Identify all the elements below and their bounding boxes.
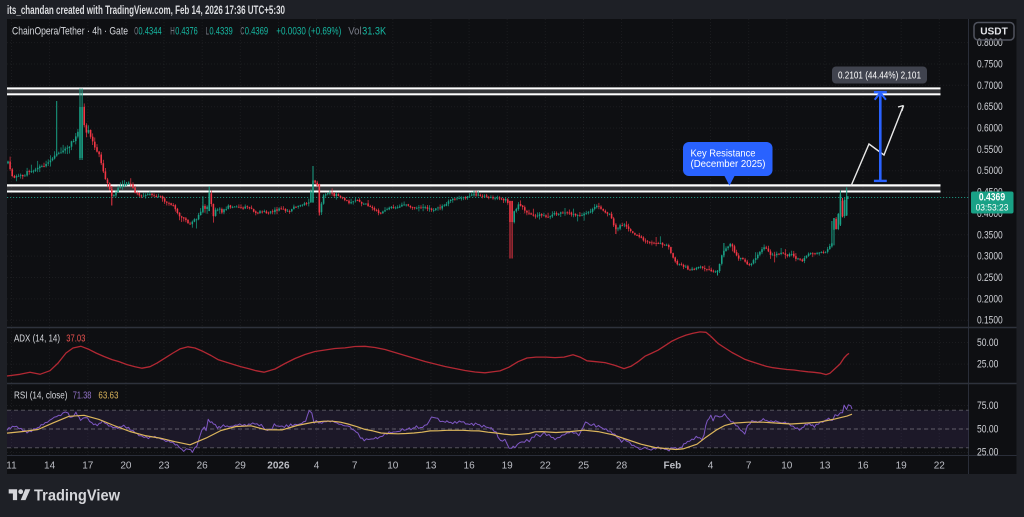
svg-text:25: 25 (578, 461, 590, 472)
svg-text:ADX (14, 14): ADX (14, 14) (14, 333, 60, 345)
svg-text:63.63: 63.63 (98, 390, 118, 402)
svg-text:37.03: 37.03 (66, 333, 85, 345)
svg-text:0.6500: 0.6500 (977, 101, 1003, 113)
svg-text:23: 23 (158, 461, 170, 472)
svg-text:0.3000: 0.3000 (977, 251, 1003, 263)
svg-text:20: 20 (120, 461, 132, 472)
svg-text:(December 2025): (December 2025) (691, 158, 766, 170)
svg-text:Key Resistance: Key Resistance (691, 147, 756, 159)
svg-text:4: 4 (708, 461, 714, 472)
svg-text:31.3K: 31.3K (362, 26, 387, 38)
svg-text:USDT: USDT (980, 26, 1008, 38)
svg-text:0.5500: 0.5500 (977, 144, 1003, 156)
svg-text:RSI (14, close): RSI (14, close) (14, 390, 68, 402)
svg-text:0.2000: 0.2000 (977, 293, 1003, 305)
svg-text:10: 10 (387, 461, 399, 472)
svg-text:50.00: 50.00 (977, 337, 998, 349)
svg-text:22: 22 (540, 461, 552, 472)
svg-text:16: 16 (857, 461, 869, 472)
svg-text:H: H (170, 26, 175, 38)
svg-text:0.7500: 0.7500 (977, 59, 1003, 71)
svg-text:0.3500: 0.3500 (977, 229, 1003, 241)
svg-text:50.00: 50.00 (977, 424, 998, 436)
svg-text:0.7000: 0.7000 (977, 80, 1003, 92)
svg-text:10: 10 (781, 461, 793, 472)
svg-text:0.2101 (44.44%) 2,101: 0.2101 (44.44%) 2,101 (838, 70, 921, 82)
svg-text:13: 13 (425, 461, 437, 472)
svg-text:0.4376: 0.4376 (175, 26, 198, 38)
svg-text:25.00: 25.00 (977, 359, 998, 371)
svg-text:TradingView: TradingView (34, 488, 121, 505)
svg-text:26: 26 (197, 461, 209, 472)
svg-text:C: C (240, 26, 244, 38)
svg-text:4: 4 (314, 461, 320, 472)
svg-text:71.38: 71.38 (73, 390, 92, 402)
svg-text:Vol: Vol (348, 26, 361, 38)
svg-text:19: 19 (896, 461, 908, 472)
svg-text:0.6000: 0.6000 (977, 123, 1003, 135)
svg-text:25.00: 25.00 (977, 447, 998, 459)
svg-text:L: L (206, 26, 209, 38)
svg-text:19: 19 (502, 461, 514, 472)
svg-text:17: 17 (82, 461, 94, 472)
svg-text:0.4369: 0.4369 (245, 26, 268, 38)
svg-text:0.8000: 0.8000 (977, 37, 1003, 49)
svg-text:0.2500: 0.2500 (977, 272, 1003, 284)
svg-text:11: 11 (6, 461, 17, 472)
svg-text:75.00: 75.00 (977, 400, 998, 412)
svg-text:its_chandan created with Tradi: its_chandan created with TradingView.com… (7, 5, 285, 17)
svg-text:29: 29 (235, 461, 247, 472)
svg-text:0.4339: 0.4339 (209, 26, 232, 38)
svg-text:7: 7 (352, 461, 358, 472)
svg-text:7: 7 (746, 461, 752, 472)
svg-text:28: 28 (616, 461, 628, 472)
svg-text:03:53:23: 03:53:23 (976, 203, 1009, 214)
svg-text:2026: 2026 (267, 461, 290, 472)
svg-text:0.4344: 0.4344 (138, 26, 161, 38)
svg-text:14: 14 (44, 461, 56, 472)
svg-text:0.5000: 0.5000 (977, 165, 1003, 177)
svg-text:22: 22 (934, 461, 946, 472)
svg-text:Feb: Feb (664, 461, 682, 472)
svg-text:O: O (134, 26, 138, 38)
svg-text:0.1500: 0.1500 (977, 315, 1003, 327)
svg-text:0.4369: 0.4369 (979, 192, 1005, 204)
svg-text:16: 16 (464, 461, 476, 472)
svg-text:+0.0030 (+0.69%): +0.0030 (+0.69%) (276, 26, 341, 38)
svg-text:ChainOpera/Tether · 4h · Gate: ChainOpera/Tether · 4h · Gate (12, 26, 128, 38)
svg-text:13: 13 (819, 461, 831, 472)
